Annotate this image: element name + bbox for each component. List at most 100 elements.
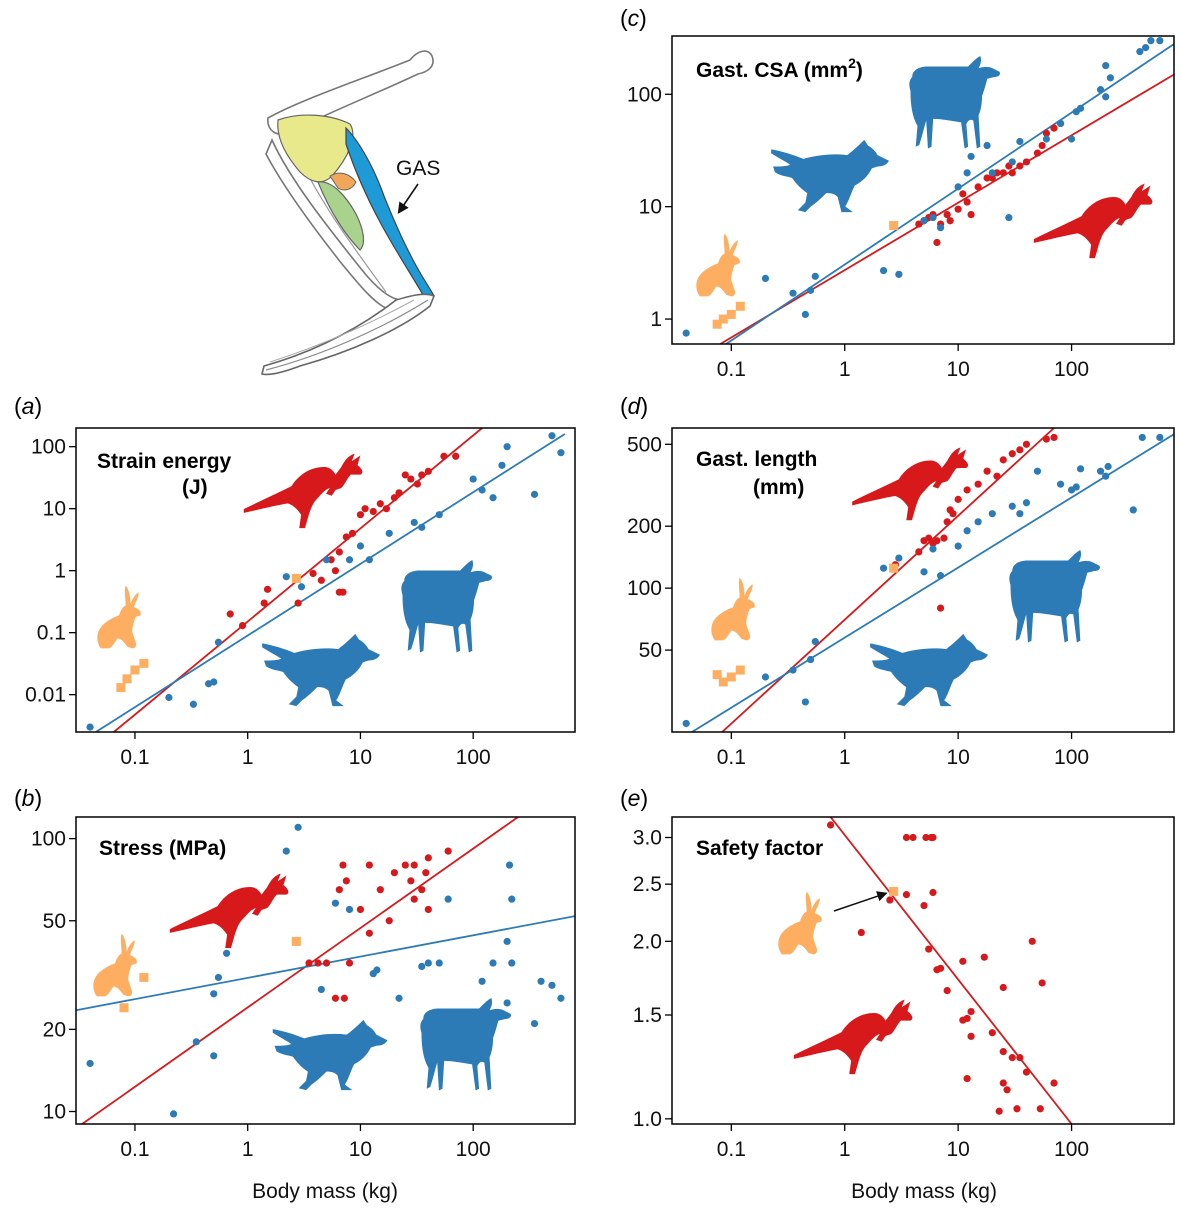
data-point	[1008, 158, 1016, 166]
data-point	[1042, 135, 1051, 143]
data-point	[940, 534, 948, 542]
data-point	[879, 564, 888, 572]
data-point	[954, 205, 962, 213]
data-point	[963, 198, 971, 206]
data-point	[548, 432, 556, 440]
deer-icon	[420, 998, 511, 1091]
y-tick-label: 1.0	[633, 1108, 662, 1131]
data-point	[1129, 506, 1137, 514]
data-point	[440, 452, 448, 460]
data-point	[503, 937, 511, 946]
data-point	[726, 309, 736, 319]
panel-e: 0.1 1 10 100 1.0 1.5 2.0 2.5 3.0 (e) Safety factor	[620, 785, 1175, 1161]
data-point	[889, 220, 899, 230]
y-tick-label: 1	[54, 560, 66, 583]
x-tick-label: 0.1	[717, 358, 746, 381]
data-point	[1156, 433, 1164, 442]
x-tick-label: 100	[1054, 358, 1089, 381]
data-point	[282, 847, 290, 855]
x-tick-label: 1	[242, 746, 254, 769]
data-point	[925, 534, 933, 542]
hare-icon	[778, 891, 822, 955]
data-point	[356, 905, 365, 914]
data-point	[331, 994, 340, 1002]
data-point	[1076, 465, 1085, 473]
x-tick-label: 0.1	[717, 746, 746, 769]
data-point	[1022, 158, 1031, 166]
x-tick-label: 100	[1054, 1138, 1089, 1161]
data-point	[712, 319, 722, 329]
data-point	[902, 891, 911, 899]
data-point	[1008, 1054, 1016, 1062]
data-point	[410, 518, 418, 527]
data-point	[902, 833, 911, 842]
panel-label-a: (a)	[14, 393, 42, 419]
x-axis-label-left: Body mass (kg)	[252, 1180, 398, 1203]
data-point	[1076, 104, 1085, 112]
data-point	[390, 494, 398, 502]
leg-diagram: GAS	[261, 50, 440, 376]
data-point	[435, 511, 443, 519]
data-point	[498, 461, 506, 469]
x-tick-label: 1	[242, 1138, 254, 1161]
data-point	[309, 569, 317, 578]
data-point	[889, 886, 899, 896]
data-point	[974, 480, 982, 488]
data-point	[1013, 1105, 1021, 1113]
data-point	[1106, 74, 1115, 82]
y-tick-label: 100	[627, 83, 662, 106]
data-point	[489, 959, 497, 967]
data-point	[959, 957, 967, 965]
deer-icon	[401, 560, 492, 653]
data-point	[505, 861, 514, 869]
data-point	[999, 1048, 1007, 1056]
data-point	[936, 572, 945, 580]
data-point	[920, 217, 928, 225]
x-axis-label-right: Body mass (kg)	[851, 1180, 997, 1203]
data-point	[806, 655, 815, 664]
data-point	[712, 670, 722, 680]
data-point	[988, 169, 996, 177]
x-tick-label: 1	[839, 358, 851, 381]
data-point	[331, 567, 340, 575]
panel-title-a: Strain energy	[97, 450, 232, 473]
data-point	[297, 583, 306, 591]
x-tick-label: 0.1	[717, 1138, 746, 1161]
data-point	[348, 529, 357, 537]
plot-frame	[75, 427, 576, 733]
data-point	[963, 169, 971, 177]
data-point	[260, 599, 268, 607]
series-kangaroo	[891, 433, 1058, 612]
data-point	[169, 1110, 178, 1118]
kangaroo-icon	[1033, 183, 1153, 259]
data-point	[407, 475, 415, 483]
data-point	[922, 833, 930, 842]
panel-label-e: (e)	[620, 785, 648, 811]
data-point	[444, 895, 452, 903]
data-point	[949, 510, 957, 518]
series-quadruped	[682, 37, 1164, 337]
data-point	[811, 637, 819, 646]
y-tick-label: 50	[43, 910, 66, 933]
data-point	[889, 563, 899, 573]
dog-icon	[870, 633, 988, 707]
data-point	[954, 495, 962, 503]
data-point	[139, 658, 149, 668]
y-tick-label: 2.0	[633, 930, 662, 953]
data-point	[1016, 510, 1024, 518]
data-point	[385, 917, 393, 925]
data-point	[718, 314, 728, 324]
data-point	[1147, 37, 1155, 45]
y-tick-label: 10	[43, 498, 66, 521]
data-point	[424, 959, 432, 967]
silhouettes-b	[93, 873, 511, 1091]
plot-frame	[75, 816, 576, 1125]
hare-icon	[711, 577, 755, 641]
x-tick-label: 100	[1054, 746, 1089, 769]
data-point	[943, 211, 951, 219]
data-point	[999, 983, 1007, 992]
data-point	[382, 505, 391, 513]
data-point	[469, 475, 477, 483]
data-point	[165, 693, 173, 702]
